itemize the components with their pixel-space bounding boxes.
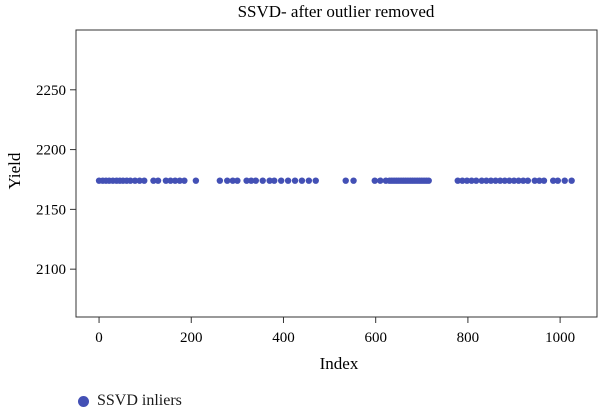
data-point [377,177,384,184]
x-tick-label: 1000 [545,330,575,346]
data-point [425,177,432,184]
x-tick-label: 400 [272,330,295,346]
data-point [371,177,378,184]
data-point [171,177,179,184]
x-tick-label: 0 [95,330,103,346]
data-point [141,177,148,184]
data-point [506,177,513,184]
y-axis-label: Yield [5,152,24,189]
data-point [181,177,188,184]
data-point [473,177,480,184]
data-point [162,177,170,184]
data-point [259,177,266,184]
data-point [131,177,139,184]
data-point [291,177,299,184]
y-tick-label: 2150 [36,202,66,218]
y-tick-label: 2100 [36,262,66,278]
legend: SSVD inliers [78,392,182,410]
data-point [266,177,273,184]
legend-label: SSVD inliers [97,392,182,409]
data-point [127,177,134,184]
y-tick-label: 2200 [36,143,66,159]
data-point [468,177,475,184]
data-point [492,177,499,184]
data-point [531,177,538,184]
data-point [454,177,461,184]
data-point [305,177,313,184]
data-point [150,177,157,184]
data-point [136,177,143,184]
data-point [216,177,224,184]
data-point [463,177,471,184]
data-point [312,177,319,184]
data-point [284,177,292,184]
data-point [271,177,278,184]
data-point [154,177,162,184]
data-point [501,177,508,184]
data-point [536,177,543,184]
data-point [342,177,349,184]
data-point [234,177,241,184]
data-point [243,177,250,184]
data-point [176,177,183,184]
data-point [549,177,557,184]
data-point [540,177,548,184]
legend-marker-icon [78,395,89,407]
data-point [224,177,231,184]
data-points [95,177,575,184]
x-tick-label: 600 [364,330,387,346]
data-point [483,177,490,184]
data-point [496,177,504,184]
data-point [478,177,485,184]
plot-frame [75,29,598,318]
x-tick-label: 200 [180,330,203,346]
data-point [350,177,357,184]
data-point [510,177,518,184]
x-tick-label: 800 [457,330,480,346]
data-point [554,177,562,184]
data-point [167,177,174,184]
data-point [192,177,200,184]
data-point [277,177,285,184]
data-point [459,177,466,184]
y-tick-label: 2250 [36,83,66,99]
chart-title: SSVD- after outlier removed [238,2,435,21]
x-axis-ticks: 0 200 400 600 800 1000 [95,317,575,346]
x-axis-label: Index [320,354,359,373]
data-point [248,177,255,184]
data-point [487,177,495,184]
data-point [568,177,575,184]
data-point [520,177,527,184]
data-point [298,177,306,184]
data-point [524,177,532,184]
data-point [515,177,522,184]
data-point [229,177,236,184]
data-point [252,177,260,184]
data-point [561,177,568,184]
y-axis-ticks: 2100 2150 2200 2250 [36,83,76,278]
